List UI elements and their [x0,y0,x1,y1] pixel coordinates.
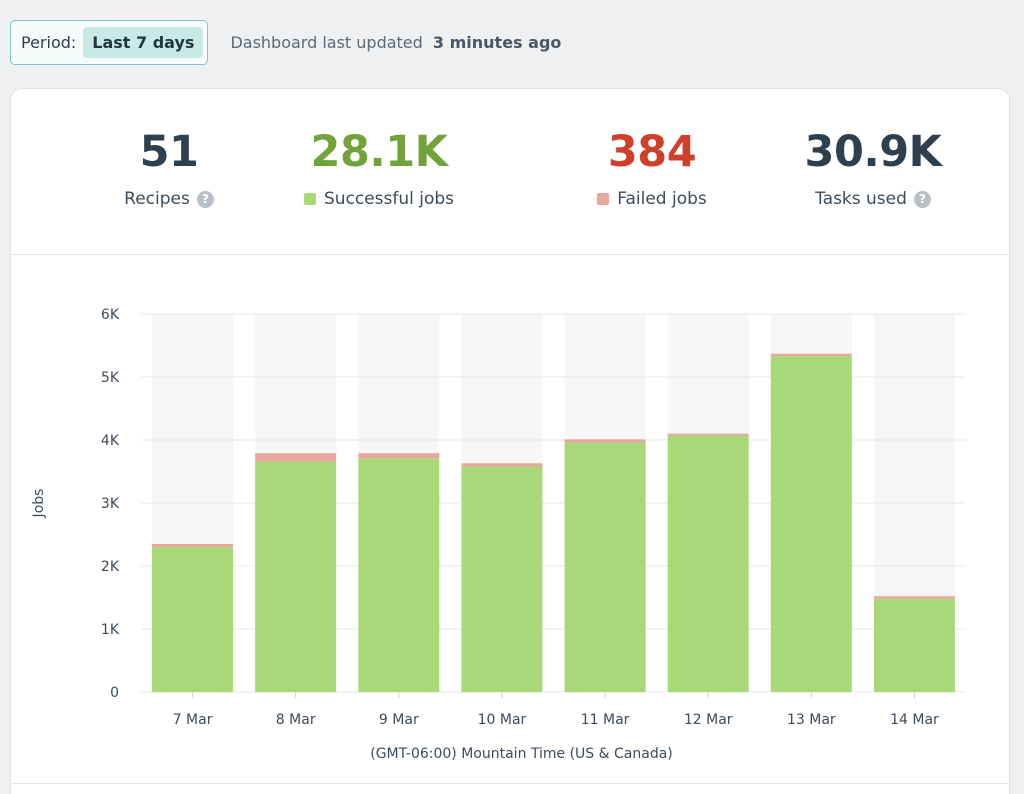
tasks-used-count: 30.9K [804,127,942,177]
x-tick-label: 7 Mar [173,712,213,728]
bar-failed-jobs [255,453,337,462]
bar-failed-jobs [564,439,646,443]
bar-failed-jobs [667,433,749,436]
y-tick-label: 5K [101,370,120,386]
bar-successful-jobs [461,466,543,692]
bar-failed-jobs [461,463,543,467]
period-selector[interactable]: Period: Last 7 days [10,20,209,65]
y-tick-label: 2K [101,559,120,575]
bar-failed-jobs [152,543,234,548]
period-value[interactable]: Last 7 days [83,27,204,58]
y-tick-label: 6K [101,307,120,323]
bar-successful-jobs [770,356,852,692]
help-icon[interactable]: ? [196,190,214,208]
x-tick-label: 13 Mar [787,712,836,728]
stat-successful-jobs: 28.1K Successful jobs [269,127,489,209]
y-tick-label: 3K [101,496,120,512]
bar-successful-jobs [358,458,440,692]
stats-row: 51 Recipes ? 28.1K Successful jobs 384 F… [11,89,1011,255]
help-icon[interactable]: ? [913,190,931,208]
toolbar: Period: Last 7 days Dashboard last updat… [10,20,561,65]
y-tick-label: 0 [110,685,119,701]
stat-failed-jobs: 384 Failed jobs [542,127,762,209]
y-axis-label: Jobs [31,489,47,519]
x-tick-label: 11 Mar [581,712,630,728]
y-tick-label: 1K [101,622,120,638]
dashboard-card: 51 Recipes ? 28.1K Successful jobs 384 F… [10,88,1011,794]
bar-successful-jobs [667,434,749,692]
success-legend-swatch [303,193,316,205]
bar-successful-jobs [873,598,955,692]
failed-legend-swatch [597,193,610,205]
bar-failed-jobs [358,453,440,459]
bar-failed-jobs [770,353,852,357]
x-tick-label: 14 Mar [890,712,939,728]
last-updated-label: Dashboard last updated [230,33,423,52]
last-updated: Dashboard last updated 3 minutes ago [230,33,561,52]
recipes-count: 51 [139,127,199,177]
x-tick-label: 12 Mar [684,712,733,728]
last-updated-value: 3 minutes ago [432,33,562,52]
x-tick-label: 8 Mar [276,712,316,728]
successful-jobs-count: 28.1K [310,127,448,177]
recipes-label: Recipes [124,189,190,209]
y-tick-label: 4K [101,433,120,449]
failed-jobs-label: Failed jobs [617,189,707,209]
x-axis-label: (GMT-06:00) Mountain Time (US & Canada) [370,746,673,762]
jobs-chart: 0 1K 2K 3K 4K 5K 6K 7 Mar 8 Mar 9 Mar 10 Mar 11 Ma… [31,307,966,762]
tasks-used-label: Tasks used [815,189,907,209]
failed-jobs-count: 384 [607,127,697,177]
bar-failed-jobs [873,596,955,599]
bar-successful-jobs [152,547,234,692]
stat-tasks-used: 30.9K Tasks used ? [763,127,983,209]
successful-jobs-label: Successful jobs [323,189,455,209]
card-divider [11,783,1011,784]
x-tick-label: 10 Mar [478,712,527,728]
period-label: Period: [21,33,77,52]
bar-successful-jobs [564,442,646,692]
bar-successful-jobs [255,461,337,692]
stat-recipes: 51 Recipes ? [59,127,279,209]
x-tick-label: 9 Mar [379,712,419,728]
